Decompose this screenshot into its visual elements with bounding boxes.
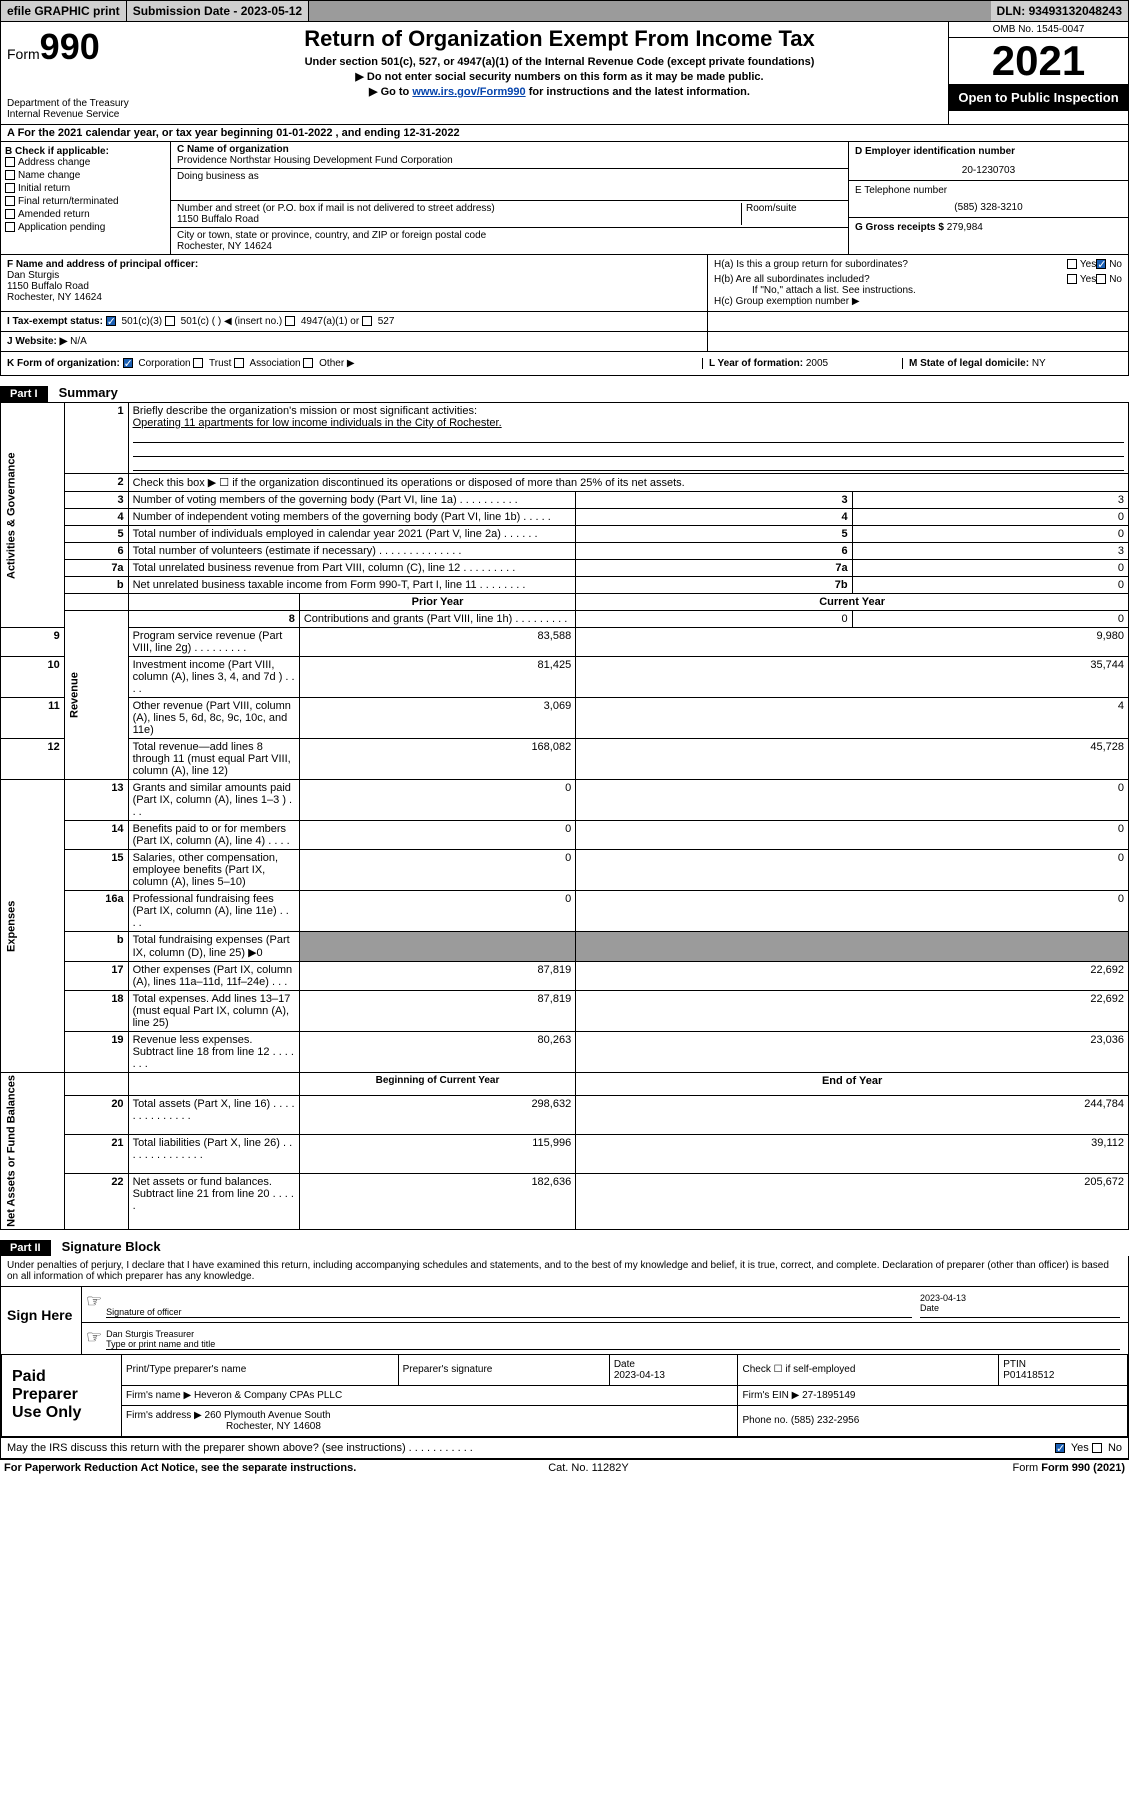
table-row: bTotal fundraising expenses (Part IX, co… (1, 932, 1129, 962)
section-d-e-g: D Employer identification number 20-1230… (848, 142, 1128, 254)
tax-year: 2021 (949, 38, 1128, 84)
signature-block: Under penalties of perjury, I declare th… (0, 1256, 1129, 1459)
check-final-return[interactable]: Final return/terminated (5, 196, 166, 207)
page-footer: For Paperwork Reduction Act Notice, see … (0, 1459, 1129, 1476)
table-row: 22Net assets or fund balances. Subtract … (1, 1174, 1129, 1229)
dept-label: Department of the Treasury Internal Reve… (7, 98, 165, 120)
vlabel-revenue: Revenue (64, 611, 128, 780)
field-phone: E Telephone number (585) 328-3210 (849, 181, 1128, 218)
field-ein: D Employer identification number 20-1230… (849, 142, 1128, 181)
table-row: 18Total expenses. Add lines 13–17 (must … (1, 991, 1129, 1032)
form-title: Return of Organization Exempt From Incom… (175, 26, 944, 52)
table-row: 9Program service revenue (Part VIII, lin… (1, 628, 1129, 657)
subtitle-2: ▶ Do not enter social security numbers o… (175, 70, 944, 83)
section-b-through-g: B Check if applicable: Address change Na… (0, 142, 1129, 255)
dln: DLN: 93493132048243 (991, 1, 1128, 21)
header-left: Form990 Department of the Treasury Inter… (1, 22, 171, 124)
check-may-irs-yes[interactable] (1055, 1443, 1065, 1453)
subtitle-1: Under section 501(c), 527, or 4947(a)(1)… (175, 56, 944, 68)
field-street: Number and street (or P.O. box if mail i… (171, 201, 848, 228)
top-bar: efile GRAPHIC print Submission Date - 20… (0, 0, 1129, 22)
check-app-pending[interactable]: Application pending (5, 222, 166, 233)
check-amended[interactable]: Amended return (5, 209, 166, 220)
officer-name-field: Dan Sturgis Treasurer Type or print name… (106, 1327, 1120, 1350)
table-row: 3Number of voting members of the governi… (1, 492, 1129, 509)
table-row: 10Investment income (Part VIII, column (… (1, 657, 1129, 698)
header-title: Return of Organization Exempt From Incom… (171, 22, 948, 124)
section-h-group: H(a) Is this a group return for subordin… (708, 255, 1128, 311)
omb-number: OMB No. 1545-0047 (949, 22, 1128, 38)
row-k-form-org: K Form of organization: Corporation Trus… (0, 352, 1129, 376)
field-dba: Doing business as (171, 169, 848, 201)
table-row: 21Total liabilities (Part X, line 26) . … (1, 1135, 1129, 1174)
section-c-address: C Name of organization Providence Norths… (171, 142, 848, 254)
signature-date-field: 2023-04-13 Date (920, 1291, 1120, 1318)
section-f-officer: F Name and address of principal officer:… (1, 255, 708, 311)
row-i-tax-status: I Tax-exempt status: 501(c)(3) 501(c) ( … (0, 312, 1129, 332)
check-ha-no[interactable] (1096, 259, 1106, 269)
table-row: 20Total assets (Part X, line 16) . . . .… (1, 1095, 1129, 1134)
table-row: 19Revenue less expenses. Subtract line 1… (1, 1032, 1129, 1073)
table-row: 4Number of independent voting members of… (1, 509, 1129, 526)
table-row: 6Total number of volunteers (estimate if… (1, 543, 1129, 560)
row-a-tax-year: A For the 2021 calendar year, or tax yea… (0, 125, 1129, 142)
part1-header: Part I Summary (0, 376, 1129, 402)
section-f-h: F Name and address of principal officer:… (0, 255, 1129, 312)
header-right: OMB No. 1545-0047 2021 Open to Public In… (948, 22, 1128, 124)
table-row: 7aTotal unrelated business revenue from … (1, 560, 1129, 577)
field-gross-receipts: G Gross receipts $ 279,984 (849, 218, 1128, 237)
table-row: bNet unrelated business taxable income f… (1, 577, 1129, 594)
table-row: 12Total revenue—add lines 8 through 11 (… (1, 739, 1129, 780)
efile-print-button[interactable]: efile GRAPHIC print (1, 1, 127, 21)
submission-date: Submission Date - 2023-05-12 (127, 1, 309, 21)
check-501c3[interactable] (106, 316, 116, 326)
part2-header: Part II Signature Block (0, 1230, 1129, 1256)
table-row: 11Other revenue (Part VIII, column (A), … (1, 698, 1129, 739)
vlabel-net: Net Assets or Fund Balances (1, 1073, 65, 1230)
table-row: 17Other expenses (Part IX, column (A), l… (1, 962, 1129, 991)
sign-here-label: Sign Here (1, 1287, 81, 1354)
open-to-public: Open to Public Inspection (949, 84, 1128, 111)
form990-link[interactable]: www.irs.gov/Form990 (412, 86, 525, 98)
table-row: 14Benefits paid to or for members (Part … (1, 821, 1129, 850)
check-initial-return[interactable]: Initial return (5, 183, 166, 194)
table-row: 5Total number of individuals employed in… (1, 526, 1129, 543)
check-address-change[interactable]: Address change (5, 157, 166, 168)
check-corp[interactable] (123, 358, 133, 368)
field-city: City or town, state or province, country… (171, 228, 848, 254)
form-header: Form990 Department of the Treasury Inter… (0, 22, 1129, 125)
check-name-change[interactable]: Name change (5, 170, 166, 181)
table-row: 15Salaries, other compensation, employee… (1, 850, 1129, 891)
summary-table: Activities & Governance 1 Briefly descri… (0, 402, 1129, 1230)
vlabel-expenses: Expenses (1, 780, 65, 1073)
paid-preparer-label: Paid Preparer Use Only (2, 1354, 122, 1436)
row-j-website: J Website: ▶ N/A (0, 332, 1129, 352)
form-number: Form990 (7, 26, 165, 68)
section-b-checks: B Check if applicable: Address change Na… (1, 142, 171, 254)
vlabel-activities: Activities & Governance (1, 403, 65, 628)
signature-officer-field[interactable]: Signature of officer (106, 1291, 912, 1318)
table-row: 16aProfessional fundraising fees (Part I… (1, 891, 1129, 932)
field-org-name: C Name of organization Providence Norths… (171, 142, 848, 169)
subtitle-3: ▶ Go to www.irs.gov/Form990 for instruct… (175, 85, 944, 98)
paid-preparer-table: Paid Preparer Use Only Print/Type prepar… (1, 1354, 1128, 1437)
